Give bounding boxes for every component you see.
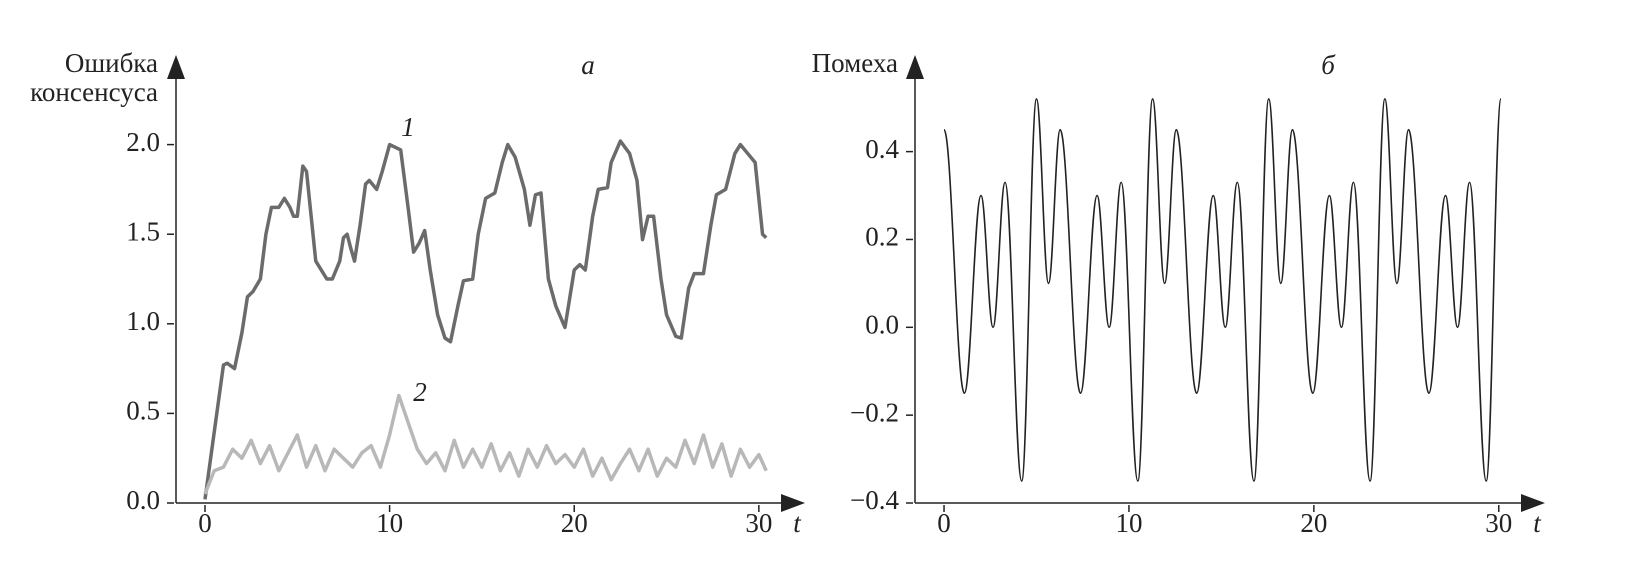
x-tick-label: 10 — [376, 508, 403, 538]
series-label: 2 — [413, 377, 427, 407]
x-arrow — [1521, 494, 1545, 512]
y-tick-label: −0.2 — [850, 397, 899, 427]
x-tick-label: 20 — [561, 508, 588, 538]
y-tick-label: 0.4 — [865, 134, 899, 164]
y-axis-label: Ошибка — [65, 48, 158, 78]
y-tick-label: 1.5 — [126, 216, 160, 246]
panel-title: б — [1321, 50, 1336, 80]
x-tick-label: 30 — [1485, 508, 1512, 538]
x-axis-label: t — [793, 508, 802, 538]
y-tick-label: 0.5 — [126, 396, 160, 426]
y-tick-label: 0.2 — [865, 222, 899, 252]
y-axis-label: консенсуса — [30, 77, 158, 107]
x-tick-label: 30 — [745, 508, 772, 538]
panel-title: а — [581, 50, 595, 80]
series-line — [203, 139, 768, 500]
y-tick-label: 2.0 — [126, 127, 160, 157]
x-tick-label: 0 — [198, 508, 212, 538]
y-tick-label: 0.0 — [865, 310, 899, 340]
x-tick-label: 10 — [1115, 508, 1142, 538]
series-label: 1 — [401, 112, 415, 142]
x-axis-label: t — [1533, 508, 1542, 538]
series-line — [203, 393, 768, 495]
y-arrow — [906, 55, 924, 79]
y-arrow — [167, 55, 185, 79]
y-axis-label: Помеха — [812, 48, 898, 78]
series-line — [943, 98, 1502, 482]
x-tick-label: 20 — [1300, 508, 1327, 538]
y-tick-label: 0.0 — [126, 485, 160, 515]
y-tick-label: −0.4 — [850, 485, 899, 515]
x-tick-label: 0 — [937, 508, 951, 538]
y-tick-label: 1.0 — [126, 306, 160, 336]
x-arrow — [781, 494, 805, 512]
